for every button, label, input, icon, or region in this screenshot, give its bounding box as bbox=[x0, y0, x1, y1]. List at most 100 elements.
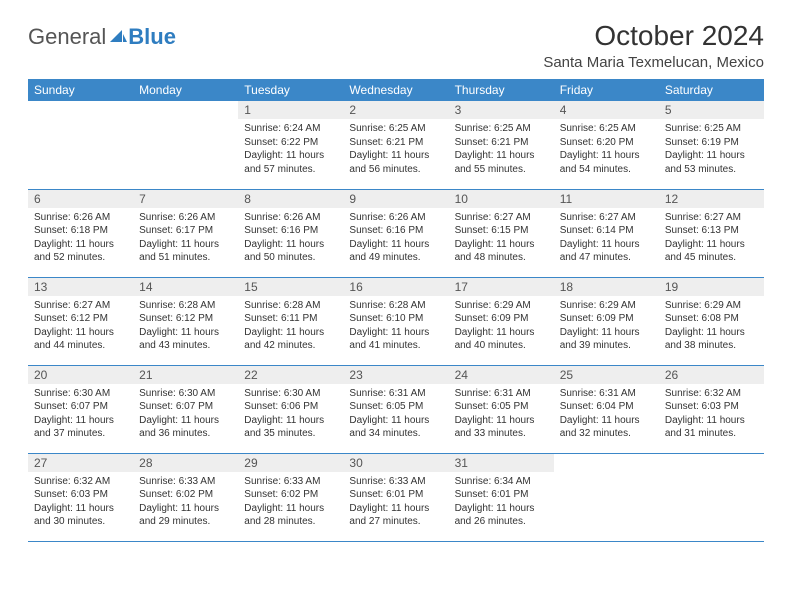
day-details: Sunrise: 6:24 AMSunset: 6:22 PMDaylight:… bbox=[238, 119, 343, 180]
calendar-empty-cell bbox=[28, 101, 133, 189]
day-details: Sunrise: 6:33 AMSunset: 6:02 PMDaylight:… bbox=[238, 472, 343, 533]
day-details: Sunrise: 6:33 AMSunset: 6:02 PMDaylight:… bbox=[133, 472, 238, 533]
day-number: 9 bbox=[343, 190, 448, 208]
day-number: 14 bbox=[133, 278, 238, 296]
calendar-week-row: 6Sunrise: 6:26 AMSunset: 6:18 PMDaylight… bbox=[28, 189, 764, 277]
calendar-day-cell: 6Sunrise: 6:26 AMSunset: 6:18 PMDaylight… bbox=[28, 189, 133, 277]
day-number: 30 bbox=[343, 454, 448, 472]
weekday-header: Saturday bbox=[659, 79, 764, 101]
calendar-day-cell: 1Sunrise: 6:24 AMSunset: 6:22 PMDaylight… bbox=[238, 101, 343, 189]
day-details: Sunrise: 6:28 AMSunset: 6:11 PMDaylight:… bbox=[238, 296, 343, 357]
page-title: October 2024 bbox=[543, 20, 764, 52]
calendar-day-cell: 2Sunrise: 6:25 AMSunset: 6:21 PMDaylight… bbox=[343, 101, 448, 189]
calendar-day-cell: 24Sunrise: 6:31 AMSunset: 6:05 PMDayligh… bbox=[449, 365, 554, 453]
calendar-day-cell: 30Sunrise: 6:33 AMSunset: 6:01 PMDayligh… bbox=[343, 453, 448, 541]
calendar-day-cell: 27Sunrise: 6:32 AMSunset: 6:03 PMDayligh… bbox=[28, 453, 133, 541]
day-number: 17 bbox=[449, 278, 554, 296]
calendar-day-cell: 29Sunrise: 6:33 AMSunset: 6:02 PMDayligh… bbox=[238, 453, 343, 541]
day-number: 22 bbox=[238, 366, 343, 384]
day-number: 8 bbox=[238, 190, 343, 208]
day-details: Sunrise: 6:31 AMSunset: 6:05 PMDaylight:… bbox=[343, 384, 448, 445]
logo: General Blue bbox=[28, 20, 176, 50]
day-details: Sunrise: 6:33 AMSunset: 6:01 PMDaylight:… bbox=[343, 472, 448, 533]
day-number: 6 bbox=[28, 190, 133, 208]
calendar-day-cell: 14Sunrise: 6:28 AMSunset: 6:12 PMDayligh… bbox=[133, 277, 238, 365]
day-details: Sunrise: 6:25 AMSunset: 6:19 PMDaylight:… bbox=[659, 119, 764, 180]
title-block: October 2024 Santa Maria Texmelucan, Mex… bbox=[543, 20, 764, 71]
day-number: 19 bbox=[659, 278, 764, 296]
day-number: 10 bbox=[449, 190, 554, 208]
day-details: Sunrise: 6:29 AMSunset: 6:09 PMDaylight:… bbox=[554, 296, 659, 357]
day-number: 2 bbox=[343, 101, 448, 119]
day-details: Sunrise: 6:30 AMSunset: 6:07 PMDaylight:… bbox=[133, 384, 238, 445]
calendar-day-cell: 26Sunrise: 6:32 AMSunset: 6:03 PMDayligh… bbox=[659, 365, 764, 453]
calendar-day-cell: 5Sunrise: 6:25 AMSunset: 6:19 PMDaylight… bbox=[659, 101, 764, 189]
day-number: 13 bbox=[28, 278, 133, 296]
calendar-day-cell: 22Sunrise: 6:30 AMSunset: 6:06 PMDayligh… bbox=[238, 365, 343, 453]
calendar-day-cell: 25Sunrise: 6:31 AMSunset: 6:04 PMDayligh… bbox=[554, 365, 659, 453]
calendar-day-cell: 15Sunrise: 6:28 AMSunset: 6:11 PMDayligh… bbox=[238, 277, 343, 365]
location-label: Santa Maria Texmelucan, Mexico bbox=[543, 54, 764, 71]
calendar-day-cell: 19Sunrise: 6:29 AMSunset: 6:08 PMDayligh… bbox=[659, 277, 764, 365]
weekday-header: Friday bbox=[554, 79, 659, 101]
calendar-day-cell: 20Sunrise: 6:30 AMSunset: 6:07 PMDayligh… bbox=[28, 365, 133, 453]
day-details: Sunrise: 6:34 AMSunset: 6:01 PMDaylight:… bbox=[449, 472, 554, 533]
calendar-day-cell: 16Sunrise: 6:28 AMSunset: 6:10 PMDayligh… bbox=[343, 277, 448, 365]
calendar-empty-cell bbox=[554, 453, 659, 541]
day-details: Sunrise: 6:32 AMSunset: 6:03 PMDaylight:… bbox=[659, 384, 764, 445]
day-number: 27 bbox=[28, 454, 133, 472]
header: General Blue October 2024 Santa Maria Te… bbox=[28, 20, 764, 71]
calendar-body: 1Sunrise: 6:24 AMSunset: 6:22 PMDaylight… bbox=[28, 101, 764, 541]
day-details: Sunrise: 6:26 AMSunset: 6:17 PMDaylight:… bbox=[133, 208, 238, 269]
day-details: Sunrise: 6:28 AMSunset: 6:10 PMDaylight:… bbox=[343, 296, 448, 357]
calendar-day-cell: 7Sunrise: 6:26 AMSunset: 6:17 PMDaylight… bbox=[133, 189, 238, 277]
day-details: Sunrise: 6:26 AMSunset: 6:16 PMDaylight:… bbox=[238, 208, 343, 269]
calendar-day-cell: 13Sunrise: 6:27 AMSunset: 6:12 PMDayligh… bbox=[28, 277, 133, 365]
day-number: 5 bbox=[659, 101, 764, 119]
day-number: 12 bbox=[659, 190, 764, 208]
day-details: Sunrise: 6:30 AMSunset: 6:06 PMDaylight:… bbox=[238, 384, 343, 445]
day-details: Sunrise: 6:29 AMSunset: 6:08 PMDaylight:… bbox=[659, 296, 764, 357]
day-number: 7 bbox=[133, 190, 238, 208]
day-number: 23 bbox=[343, 366, 448, 384]
calendar-table: SundayMondayTuesdayWednesdayThursdayFrid… bbox=[28, 79, 764, 542]
day-number: 20 bbox=[28, 366, 133, 384]
calendar-page: General Blue October 2024 Santa Maria Te… bbox=[0, 0, 792, 562]
weekday-header: Wednesday bbox=[343, 79, 448, 101]
logo-text-blue: Blue bbox=[128, 24, 176, 50]
calendar-empty-cell bbox=[659, 453, 764, 541]
day-details: Sunrise: 6:28 AMSunset: 6:12 PMDaylight:… bbox=[133, 296, 238, 357]
day-details: Sunrise: 6:27 AMSunset: 6:14 PMDaylight:… bbox=[554, 208, 659, 269]
day-number: 16 bbox=[343, 278, 448, 296]
day-number: 28 bbox=[133, 454, 238, 472]
day-number: 15 bbox=[238, 278, 343, 296]
calendar-empty-cell bbox=[133, 101, 238, 189]
calendar-day-cell: 18Sunrise: 6:29 AMSunset: 6:09 PMDayligh… bbox=[554, 277, 659, 365]
calendar-day-cell: 17Sunrise: 6:29 AMSunset: 6:09 PMDayligh… bbox=[449, 277, 554, 365]
day-number: 21 bbox=[133, 366, 238, 384]
calendar-week-row: 20Sunrise: 6:30 AMSunset: 6:07 PMDayligh… bbox=[28, 365, 764, 453]
day-number: 31 bbox=[449, 454, 554, 472]
day-details: Sunrise: 6:27 AMSunset: 6:12 PMDaylight:… bbox=[28, 296, 133, 357]
day-details: Sunrise: 6:26 AMSunset: 6:18 PMDaylight:… bbox=[28, 208, 133, 269]
day-details: Sunrise: 6:31 AMSunset: 6:05 PMDaylight:… bbox=[449, 384, 554, 445]
weekday-header: Sunday bbox=[28, 79, 133, 101]
weekday-header: Monday bbox=[133, 79, 238, 101]
day-number: 26 bbox=[659, 366, 764, 384]
calendar-day-cell: 23Sunrise: 6:31 AMSunset: 6:05 PMDayligh… bbox=[343, 365, 448, 453]
logo-sail-icon bbox=[108, 24, 128, 50]
day-number: 4 bbox=[554, 101, 659, 119]
calendar-header-row: SundayMondayTuesdayWednesdayThursdayFrid… bbox=[28, 79, 764, 101]
day-details: Sunrise: 6:30 AMSunset: 6:07 PMDaylight:… bbox=[28, 384, 133, 445]
calendar-week-row: 13Sunrise: 6:27 AMSunset: 6:12 PMDayligh… bbox=[28, 277, 764, 365]
calendar-day-cell: 8Sunrise: 6:26 AMSunset: 6:16 PMDaylight… bbox=[238, 189, 343, 277]
day-number: 11 bbox=[554, 190, 659, 208]
day-number: 18 bbox=[554, 278, 659, 296]
day-details: Sunrise: 6:25 AMSunset: 6:20 PMDaylight:… bbox=[554, 119, 659, 180]
day-details: Sunrise: 6:31 AMSunset: 6:04 PMDaylight:… bbox=[554, 384, 659, 445]
day-details: Sunrise: 6:25 AMSunset: 6:21 PMDaylight:… bbox=[343, 119, 448, 180]
calendar-day-cell: 12Sunrise: 6:27 AMSunset: 6:13 PMDayligh… bbox=[659, 189, 764, 277]
day-details: Sunrise: 6:27 AMSunset: 6:13 PMDaylight:… bbox=[659, 208, 764, 269]
day-details: Sunrise: 6:26 AMSunset: 6:16 PMDaylight:… bbox=[343, 208, 448, 269]
calendar-day-cell: 10Sunrise: 6:27 AMSunset: 6:15 PMDayligh… bbox=[449, 189, 554, 277]
